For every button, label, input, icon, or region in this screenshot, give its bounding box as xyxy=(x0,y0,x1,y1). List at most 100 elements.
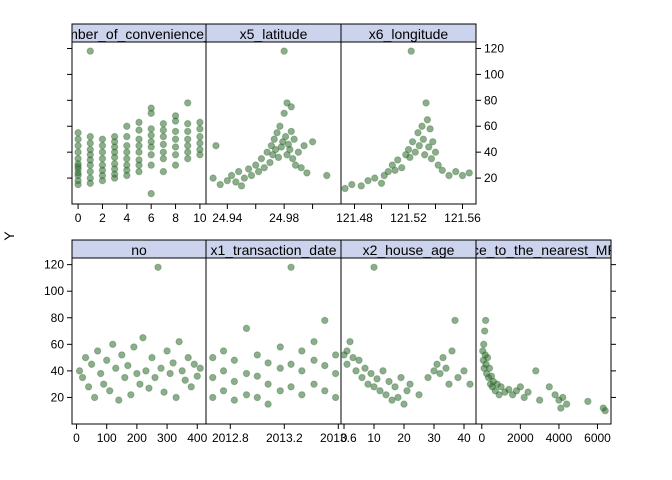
point xyxy=(291,161,300,169)
point xyxy=(196,132,204,141)
point xyxy=(253,351,261,359)
point xyxy=(123,141,131,150)
point xyxy=(370,383,378,391)
point xyxy=(184,127,192,136)
point xyxy=(118,351,126,359)
point xyxy=(219,347,228,355)
y-tick-label: 120 xyxy=(484,41,504,55)
point xyxy=(310,380,318,388)
point xyxy=(445,171,453,180)
x-tick-label: 10 xyxy=(367,431,381,445)
point xyxy=(376,387,384,395)
point xyxy=(497,383,505,391)
point xyxy=(196,145,204,154)
point xyxy=(244,165,253,173)
point xyxy=(219,387,228,395)
point xyxy=(84,383,93,391)
point xyxy=(287,263,295,271)
point xyxy=(355,356,363,364)
panel-x2_house_age: x2_house_age 0 10 20 30 40 xyxy=(340,239,477,445)
point xyxy=(109,340,117,349)
point xyxy=(219,367,228,375)
x-tick-label: 40 xyxy=(457,431,471,445)
point xyxy=(74,162,82,171)
x-tick-label: 2012.8 xyxy=(212,431,249,445)
point xyxy=(418,122,426,130)
point xyxy=(147,161,155,169)
point xyxy=(264,400,272,408)
point xyxy=(135,126,143,134)
point xyxy=(524,388,532,396)
point xyxy=(159,132,168,141)
point xyxy=(394,393,402,402)
point xyxy=(147,151,155,159)
point xyxy=(364,380,372,388)
point xyxy=(147,131,155,140)
point xyxy=(557,404,565,412)
point xyxy=(379,367,387,375)
point xyxy=(422,99,430,107)
point xyxy=(184,119,192,128)
point xyxy=(535,396,544,404)
point xyxy=(112,364,120,372)
point xyxy=(86,47,94,55)
point xyxy=(391,166,399,175)
y-tick-label: 80 xyxy=(484,93,498,107)
point xyxy=(516,383,525,391)
point xyxy=(274,153,283,162)
point xyxy=(382,391,390,399)
point xyxy=(407,47,415,55)
point xyxy=(106,387,114,395)
plot-frame-x2_house_age xyxy=(340,257,477,425)
x-tick-label: 2 xyxy=(99,211,106,225)
point xyxy=(237,182,246,190)
x-tick-label: 6000 xyxy=(584,431,611,445)
y-tick-label: 120 xyxy=(44,258,64,272)
point xyxy=(436,369,444,378)
point xyxy=(545,383,553,391)
point xyxy=(445,380,453,388)
point xyxy=(551,391,559,399)
point xyxy=(209,174,217,182)
point xyxy=(286,145,294,154)
point xyxy=(216,180,224,189)
point xyxy=(388,396,396,404)
point xyxy=(371,174,379,182)
point xyxy=(298,347,306,355)
point xyxy=(135,118,143,127)
point xyxy=(451,316,459,325)
point xyxy=(308,138,317,146)
point xyxy=(485,364,494,372)
point xyxy=(298,367,306,375)
point xyxy=(242,369,251,378)
points-x4_number_of_convenience_stores xyxy=(74,47,204,198)
point xyxy=(452,167,460,176)
point xyxy=(280,47,288,55)
point xyxy=(331,351,340,359)
x-tick-label: 121.52 xyxy=(390,211,427,225)
x-tick-label: 24.94 xyxy=(212,211,242,225)
point xyxy=(406,153,414,162)
x-tick-label: 121.48 xyxy=(336,211,373,225)
x-tick-label: 30 xyxy=(427,431,441,445)
point xyxy=(147,138,155,146)
point xyxy=(408,138,417,146)
point xyxy=(159,167,168,176)
point xyxy=(74,180,82,189)
point xyxy=(184,154,192,163)
x-tick-label: 4 xyxy=(123,211,130,225)
point xyxy=(169,359,177,367)
point xyxy=(110,132,119,141)
point xyxy=(357,182,365,190)
point xyxy=(398,164,406,172)
point xyxy=(343,360,351,368)
point xyxy=(187,383,195,391)
point xyxy=(454,373,462,382)
x-tick-label: 6 xyxy=(148,211,155,225)
strip-label-x2_house_age: x2_house_age xyxy=(363,242,455,258)
point xyxy=(98,154,107,163)
point xyxy=(559,393,567,402)
strip-label-x3_distance_to_the_nearest_MRT_station: x3_distance_to_the_nearest_MRT_station xyxy=(412,242,672,258)
point xyxy=(430,367,438,375)
point xyxy=(86,145,94,154)
